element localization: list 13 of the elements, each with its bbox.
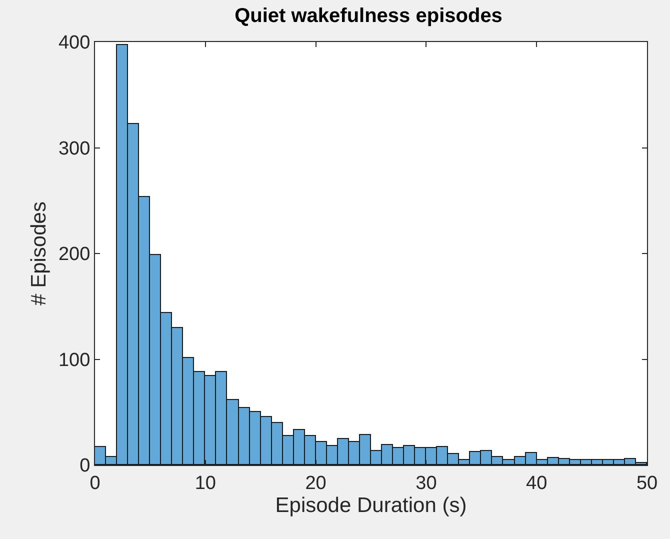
y-tick-label: 0: [80, 456, 90, 477]
x-tick-label: 30: [416, 472, 437, 494]
x-tick-label: 20: [305, 472, 326, 494]
y-tick-label: 400: [58, 32, 90, 54]
y-tick-label: 200: [58, 244, 90, 266]
x-axis-title: Episode Duration (s): [275, 494, 467, 517]
y-axis-title: # Episodes: [28, 202, 51, 306]
x-tick-label: 10: [194, 472, 216, 494]
chart-title: Quiet wakefulness episodes: [234, 5, 502, 28]
y-tick-label: 100: [58, 350, 90, 371]
x-tick-label: 40: [526, 472, 548, 494]
x-tick-label: 50: [636, 472, 658, 494]
y-tick-label: 300: [58, 138, 90, 160]
